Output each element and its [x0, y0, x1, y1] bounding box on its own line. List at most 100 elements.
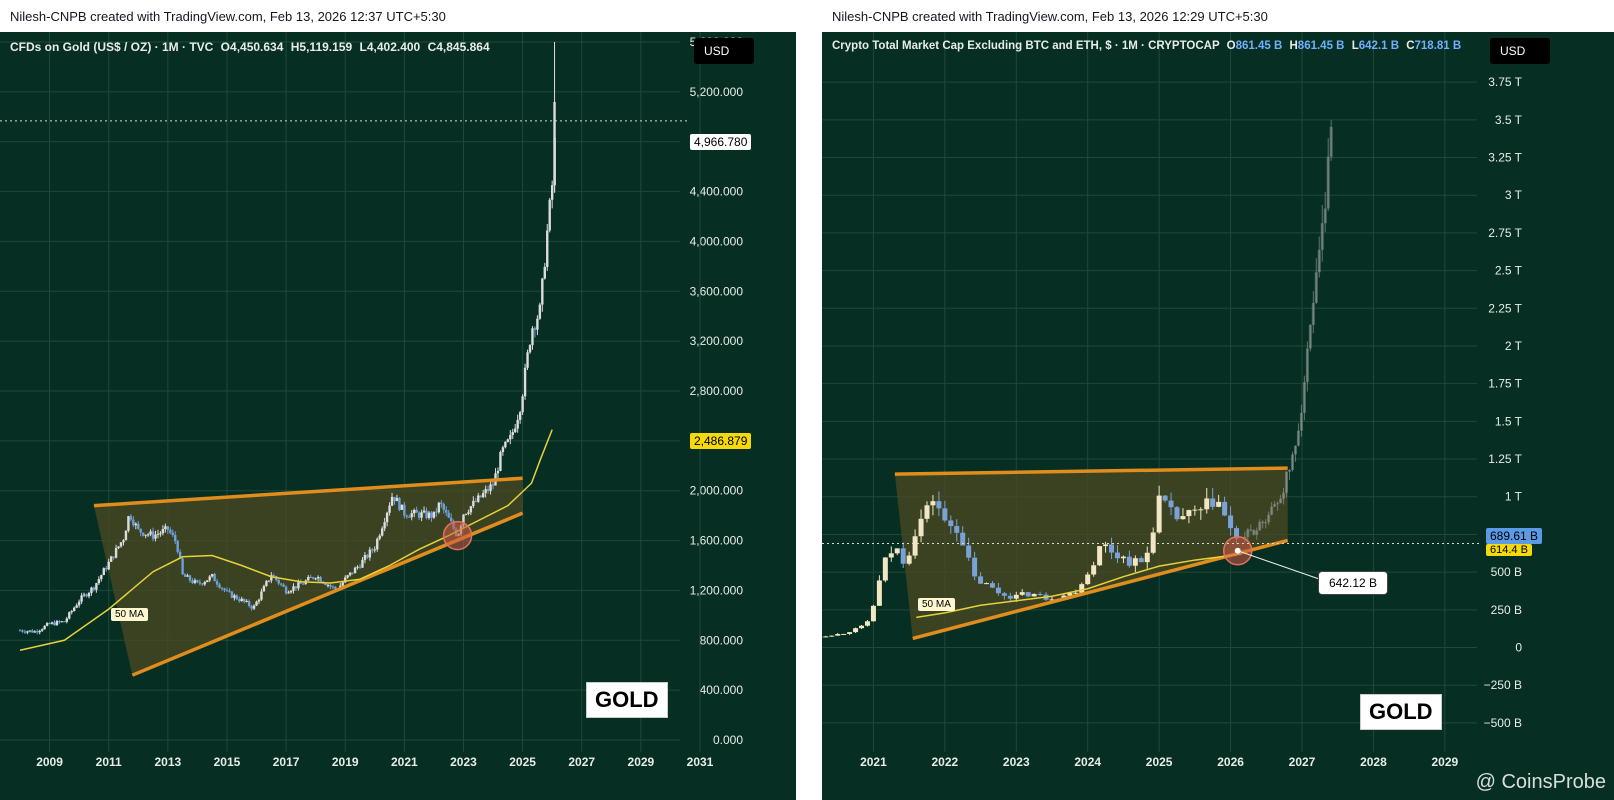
candle-body: [114, 548, 118, 558]
candle-body: [509, 434, 512, 440]
candle-body: [504, 441, 507, 448]
projected-candle-body: [1273, 504, 1277, 507]
candle-body: [245, 600, 248, 602]
candle-body: [87, 592, 91, 597]
candle-body: [257, 599, 261, 602]
candle-body: [161, 529, 165, 534]
candle-body: [240, 598, 243, 602]
candle-body: [36, 631, 39, 633]
ma-label: 50 MA: [918, 598, 955, 611]
candle-body: [38, 630, 41, 633]
candle-body: [178, 551, 182, 559]
open-value: 4,450.634: [230, 40, 284, 54]
candle-body: [1138, 558, 1144, 563]
low-value: 642.1 B: [1358, 40, 1399, 52]
candle-body: [906, 555, 912, 564]
candle-body: [68, 612, 71, 619]
y-axis-tick-label: 3.75 T: [1488, 75, 1522, 89]
y-axis-tick-label: 0.000: [713, 733, 743, 747]
currency-button[interactable]: USD: [694, 38, 754, 64]
candle-body: [171, 532, 174, 535]
projected-candle-body: [1314, 272, 1318, 303]
symbol-title: Crypto Total Market Cap Excluding BTC an…: [832, 40, 1220, 52]
candle-body: [1162, 495, 1168, 501]
candle-body: [518, 412, 522, 420]
candle-body: [491, 484, 495, 486]
candle-body: [405, 515, 409, 517]
y-axis-tick-label: 2,800.000: [690, 384, 744, 398]
candle-body: [297, 582, 300, 589]
candle-body: [1150, 532, 1156, 553]
projected-candle-body: [1299, 412, 1303, 431]
low-label: L: [1351, 40, 1359, 52]
projected-candle-body: [1329, 126, 1333, 157]
symbol-legend[interactable]: CFDs on Gold (US$ / OZ) · 1M · TVC O4,45…: [10, 40, 490, 54]
candle-body: [912, 536, 918, 556]
candle-body: [206, 580, 209, 583]
ma-50-line: [916, 553, 1242, 619]
candle-body: [1067, 593, 1073, 596]
symbol-title: CFDs on Gold (US$ / OZ) · 1M · TVC: [10, 40, 214, 54]
x-axis-tick-label: 2019: [332, 755, 359, 769]
candle-body: [948, 520, 954, 527]
candle-body: [366, 555, 369, 558]
candle-body: [445, 509, 448, 513]
candle-body: [97, 579, 101, 584]
candle-body: [63, 621, 66, 623]
candle-body: [309, 576, 312, 578]
candle-body: [353, 567, 357, 574]
candle-body: [329, 584, 332, 587]
chart-area[interactable]: 0.000 400.000 800.000 1,200.000 1,600.000 2,0…: [0, 32, 796, 800]
candle-body: [403, 504, 406, 516]
candle-body: [538, 304, 542, 319]
candle-body: [1079, 584, 1085, 593]
candle-body: [972, 557, 978, 577]
candle-body: [129, 516, 133, 520]
y-axis-tick-label: 800.000: [700, 633, 744, 647]
candle-body: [18, 630, 22, 632]
candle-body: [363, 555, 367, 560]
candle-body: [390, 496, 394, 506]
candle-body: [847, 632, 853, 634]
candle-body: [31, 630, 34, 633]
gold-stamp: GOLD: [586, 682, 668, 718]
candle-body: [279, 583, 283, 585]
candle-body: [334, 586, 337, 590]
candle-body: [1049, 599, 1055, 601]
candle-body: [100, 575, 103, 580]
y-axis-tick-label: 2,000.000: [690, 484, 744, 498]
high-label: H: [290, 40, 300, 54]
wedge-upper-line: [93, 476, 523, 508]
candle-body: [154, 534, 157, 539]
ma-value-tag: 2,486.879: [690, 433, 752, 449]
symbol-legend[interactable]: Crypto Total Market Cap Excluding BTC an…: [832, 40, 1461, 52]
candle-body: [823, 636, 829, 638]
candle-body: [442, 503, 445, 510]
projected-candle-body: [1305, 348, 1309, 383]
currency-button[interactable]: USD: [1490, 38, 1550, 64]
candle-body: [250, 605, 253, 609]
candle-body: [45, 623, 49, 626]
candle-body: [223, 588, 226, 591]
candle-body: [385, 512, 389, 523]
candle-body: [102, 568, 105, 576]
candle-body: [376, 538, 379, 550]
last-price-tag: 4,966.780: [690, 134, 752, 150]
candle-body: [371, 549, 374, 551]
candle-body: [1085, 574, 1091, 585]
candle-body: [58, 621, 61, 623]
candle-body: [201, 583, 204, 585]
projected-candle-body: [1279, 498, 1283, 504]
x-axis-tick-label: 2024: [1074, 755, 1101, 769]
gold-chart-svg[interactable]: 0.000 400.000 800.000 1,200.000 1,600.000 2,0…: [0, 32, 796, 800]
candle-body: [464, 513, 468, 515]
support-touch-circle: [442, 520, 473, 551]
high-value: 861.45 B: [1297, 40, 1345, 52]
x-axis-tick-label: 2026: [1217, 755, 1244, 769]
candle-body: [284, 586, 288, 594]
candle-body: [472, 500, 475, 507]
candle-body: [344, 577, 347, 583]
candle-body: [174, 534, 177, 542]
